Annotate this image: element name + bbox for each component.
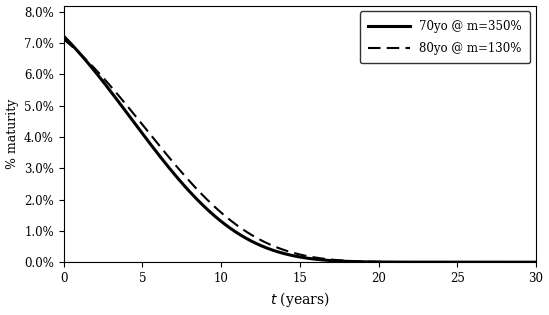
80yo @ m=130% <box>109 86 115 89</box>
70yo @ m=350% <box>429 260 435 264</box>
70yo @ m=350% <box>251 241 258 245</box>
70yo @ m=350% <box>533 260 539 264</box>
80yo @ m=130% <box>268 243 275 247</box>
80yo @ m=130% <box>533 260 539 264</box>
Legend: 70yo @ m=350%, 80yo @ m=130%: 70yo @ m=350%, 80yo @ m=130% <box>360 11 530 63</box>
70yo @ m=350% <box>385 260 391 264</box>
Line: 80yo @ m=130%: 80yo @ m=130% <box>64 39 536 262</box>
X-axis label: $t$ (years): $t$ (years) <box>270 290 329 309</box>
70yo @ m=350% <box>60 34 67 38</box>
80yo @ m=130% <box>251 235 258 239</box>
80yo @ m=130% <box>385 260 391 264</box>
Line: 70yo @ m=350%: 70yo @ m=350% <box>64 36 536 262</box>
80yo @ m=130% <box>429 260 435 264</box>
70yo @ m=350% <box>268 248 275 252</box>
70yo @ m=350% <box>109 91 115 95</box>
70yo @ m=350% <box>437 260 444 264</box>
80yo @ m=130% <box>437 260 444 264</box>
Y-axis label: % maturity: % maturity <box>5 99 19 169</box>
80yo @ m=130% <box>60 37 67 41</box>
